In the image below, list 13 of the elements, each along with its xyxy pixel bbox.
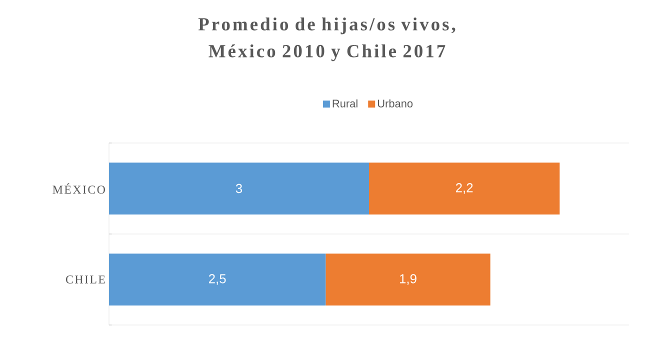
y-tick-label: MÉXICO — [52, 183, 105, 194]
bar — [369, 162, 560, 214]
legend-label: Urbano — [378, 99, 413, 108]
legend-label: Rural — [332, 99, 358, 108]
data-label: 3 — [236, 184, 242, 194]
chart-title: Promedio de hijas/os vivos, México 2010 y Chile 2017 — [198, 18, 456, 62]
data-label: 2,2 — [456, 183, 473, 194]
y-tick-label: CHILE — [66, 275, 105, 284]
bar — [326, 254, 490, 306]
data-label: 1,9 — [400, 274, 416, 285]
bar — [109, 254, 326, 306]
bar — [109, 162, 369, 214]
data-label: 2,5 — [208, 274, 226, 285]
